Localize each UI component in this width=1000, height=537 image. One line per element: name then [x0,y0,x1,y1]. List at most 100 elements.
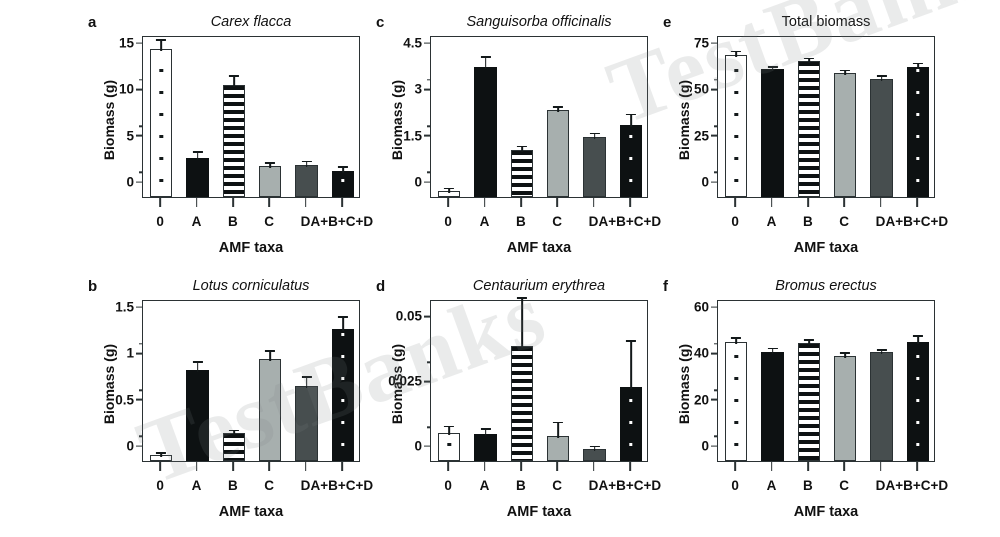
error-bar-cap [731,50,742,53]
x-tick-label: B [802,214,813,229]
bar-pattern-dot [629,398,633,402]
panel-letter: c [376,14,385,31]
y-minor-tick [427,171,431,174]
bar [833,72,857,197]
x-tick-mark [231,462,234,471]
x-tick-label: D [875,214,886,229]
error-bar [196,362,199,373]
error-bar [735,338,737,344]
error-bar-cap [192,361,203,363]
error-bar-cap [731,337,742,339]
x-tick-label: 0 [156,478,164,493]
x-axis-label: AMF taxa [793,504,859,520]
y-tick-label: 40 [694,346,718,361]
bar-pattern-dot [341,376,345,380]
plot-area: 0 0.025 0.05 [388,297,648,462]
y-tick-label: 25 [694,128,718,143]
error-bar [269,351,271,362]
bar-pattern-dot [916,420,920,424]
bar-series [431,297,647,461]
error-bar-cap [840,352,851,355]
x-tick-label: 0 [731,478,739,493]
bar [833,355,857,461]
x-tick-label: B [515,478,526,493]
error-bar-cap [192,151,203,154]
x-tick-mark [483,462,486,471]
bar-series [718,301,934,461]
bar [222,433,246,461]
y-tick-label: 10 [119,82,143,97]
panel-letter: b [88,278,98,295]
y-tick-label: 3 [414,82,431,97]
x-axis-ticks: 0 A B C D A+B+C+D [717,462,948,502]
x-axis-label: AMF taxa [506,504,572,520]
error-bar-cap [444,187,455,190]
x-tick-label: A [479,478,490,493]
error-bar [557,107,559,112]
y-minor-tick [139,389,143,391]
error-bar [557,423,559,439]
error-bar [735,52,737,58]
y-tick-label: 1.5 [115,300,143,315]
x-tick-label: 0 [731,214,739,229]
bar-pattern-dot [916,156,920,160]
error-bar [305,162,308,167]
x-tick-label: B [227,478,238,493]
x-tick-mark [195,198,198,207]
error-bar [916,336,919,344]
error-bar-cap [228,429,239,432]
bar [797,60,821,197]
error-bar-cap [912,334,923,337]
x-tick-mark [304,198,307,207]
bar-pattern-dot [159,178,163,182]
error-bar-cap [480,56,491,59]
error-bar [196,153,199,161]
y-tick-label: 0.05 [396,309,431,324]
y-axis-label: Biomass (g) [676,79,692,161]
panel-a: a Carex flacca Biomass (g) AMF taxa 0 5 10 15 0 A… [80,8,380,273]
y-tick-label: 1 [126,346,143,361]
x-axis-ticks: 0 A B C D A+B+C+D [430,462,661,502]
error-bar-cap [803,339,814,342]
x-tick-label: D [300,214,311,229]
x-tick-mark [879,462,882,471]
bar [546,109,570,197]
x-tick-label: A [766,214,777,229]
error-bar-cap [625,113,636,116]
y-minor-tick [139,125,143,127]
bar-series [718,37,934,197]
error-bar [341,167,344,174]
error-bar-cap [625,340,636,342]
panel-letter: a [88,14,97,31]
x-tick-label: A+B+C+D [598,214,662,229]
x-tick-label: D [875,478,886,493]
x-tick-label: C [839,214,850,229]
x-tick-mark [843,462,845,471]
x-tick-mark [447,462,449,471]
bar [761,69,784,197]
y-minor-tick [427,426,431,428]
bar-pattern-dot [916,134,920,138]
x-tick-mark [806,198,809,207]
x-axis-ticks: 0 A B C D A+B+C+D [142,462,373,502]
bar [583,136,606,197]
error-bar-cap [876,349,887,351]
x-tick-label: C [552,478,563,493]
plot-area: 0 5 10 15 [119,36,360,198]
bar-pattern-dot [629,178,633,182]
x-tick-mark [915,462,918,471]
panel-title: Lotus corniculatus [192,278,310,294]
error-bar [593,134,596,139]
error-bar [771,349,774,355]
error-bar [807,59,810,63]
bar-pattern-dot [916,376,920,380]
y-tick-label: 0 [414,439,431,454]
bar [149,48,173,197]
x-tick-mark [231,198,234,207]
bar [619,124,643,197]
x-tick-mark [592,462,595,471]
bar-pattern-dot [341,442,345,446]
error-bar [520,299,523,348]
bar-pattern-dot [159,156,163,160]
x-tick-label: A+B+C+D [598,478,662,493]
